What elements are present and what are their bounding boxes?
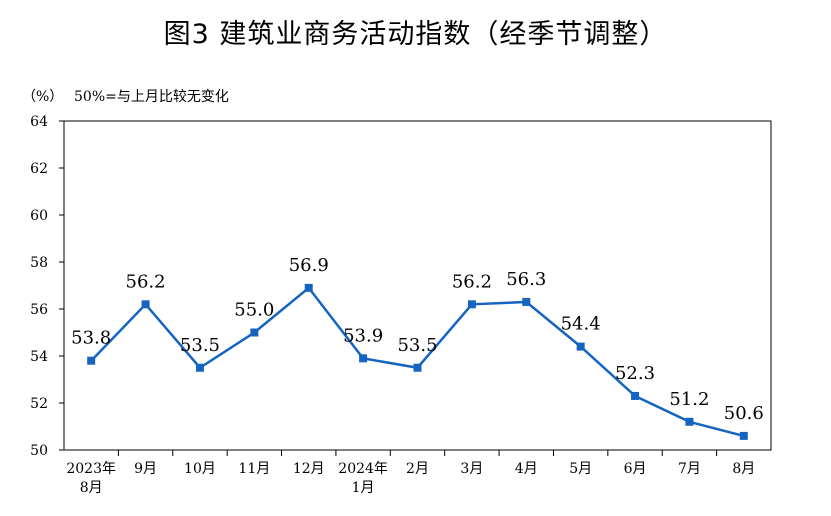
y-tick-label: 50 bbox=[30, 443, 48, 459]
data-label: 53.9 bbox=[343, 325, 383, 346]
data-point bbox=[359, 354, 368, 363]
x-tick-label: 6月 bbox=[624, 461, 647, 477]
data-point bbox=[413, 363, 422, 372]
data-point bbox=[195, 363, 204, 372]
chart-title: 图3 建筑业商务活动指数（经季节调整） bbox=[163, 19, 668, 50]
data-point bbox=[522, 297, 531, 306]
x-tick-label: 8月 bbox=[732, 461, 755, 477]
x-tick-label: 2月 bbox=[406, 461, 429, 477]
data-label: 56.3 bbox=[506, 269, 546, 290]
x-tick-label: 12月 bbox=[293, 461, 325, 477]
x-tick-label: 7月 bbox=[678, 461, 701, 477]
data-label: 53.5 bbox=[180, 335, 220, 356]
x-tick-label: 4月 bbox=[515, 461, 538, 477]
data-label: 56.9 bbox=[289, 255, 329, 276]
y-tick-label: 60 bbox=[30, 208, 48, 224]
y-axis-unit-label: （%） bbox=[22, 89, 64, 105]
y-tick-label: 54 bbox=[30, 349, 48, 365]
y-tick-label: 52 bbox=[30, 396, 48, 412]
data-point bbox=[250, 328, 259, 337]
data-point bbox=[141, 300, 150, 309]
x-tick-label: 11月 bbox=[238, 461, 270, 477]
plot-frame bbox=[63, 120, 772, 451]
x-tick-label: 3月 bbox=[460, 461, 483, 477]
data-label: 56.2 bbox=[126, 271, 166, 292]
x-tick-label: 10月 bbox=[184, 461, 216, 477]
data-label: 51.2 bbox=[669, 389, 709, 410]
x-tick-label: 9月 bbox=[134, 461, 157, 477]
data-label: 50.6 bbox=[724, 403, 764, 424]
y-tick-label: 58 bbox=[30, 255, 48, 271]
data-point bbox=[467, 300, 476, 309]
y-tick-label: 62 bbox=[30, 161, 48, 177]
data-label: 56.2 bbox=[452, 271, 492, 292]
x-tick-label: 2024年 1月 bbox=[338, 461, 388, 496]
data-point bbox=[576, 342, 585, 351]
data-label: 55.0 bbox=[234, 300, 274, 321]
data-point bbox=[304, 283, 313, 292]
data-point bbox=[87, 356, 96, 365]
data-label: 53.8 bbox=[71, 328, 111, 349]
data-label: 53.5 bbox=[397, 335, 437, 356]
data-point bbox=[631, 391, 640, 400]
y-tick-label: 64 bbox=[30, 114, 48, 130]
x-tick-label: 2023年 8月 bbox=[66, 461, 116, 496]
series-line bbox=[90, 286, 745, 438]
baseline-note: 50%=与上月比较无变化 bbox=[74, 89, 229, 105]
data-point bbox=[685, 417, 694, 426]
x-tick-label: 5月 bbox=[569, 461, 592, 477]
data-point bbox=[739, 431, 748, 440]
data-label: 54.4 bbox=[561, 314, 601, 335]
data-label: 52.3 bbox=[615, 363, 655, 384]
y-tick-label: 56 bbox=[30, 302, 48, 318]
